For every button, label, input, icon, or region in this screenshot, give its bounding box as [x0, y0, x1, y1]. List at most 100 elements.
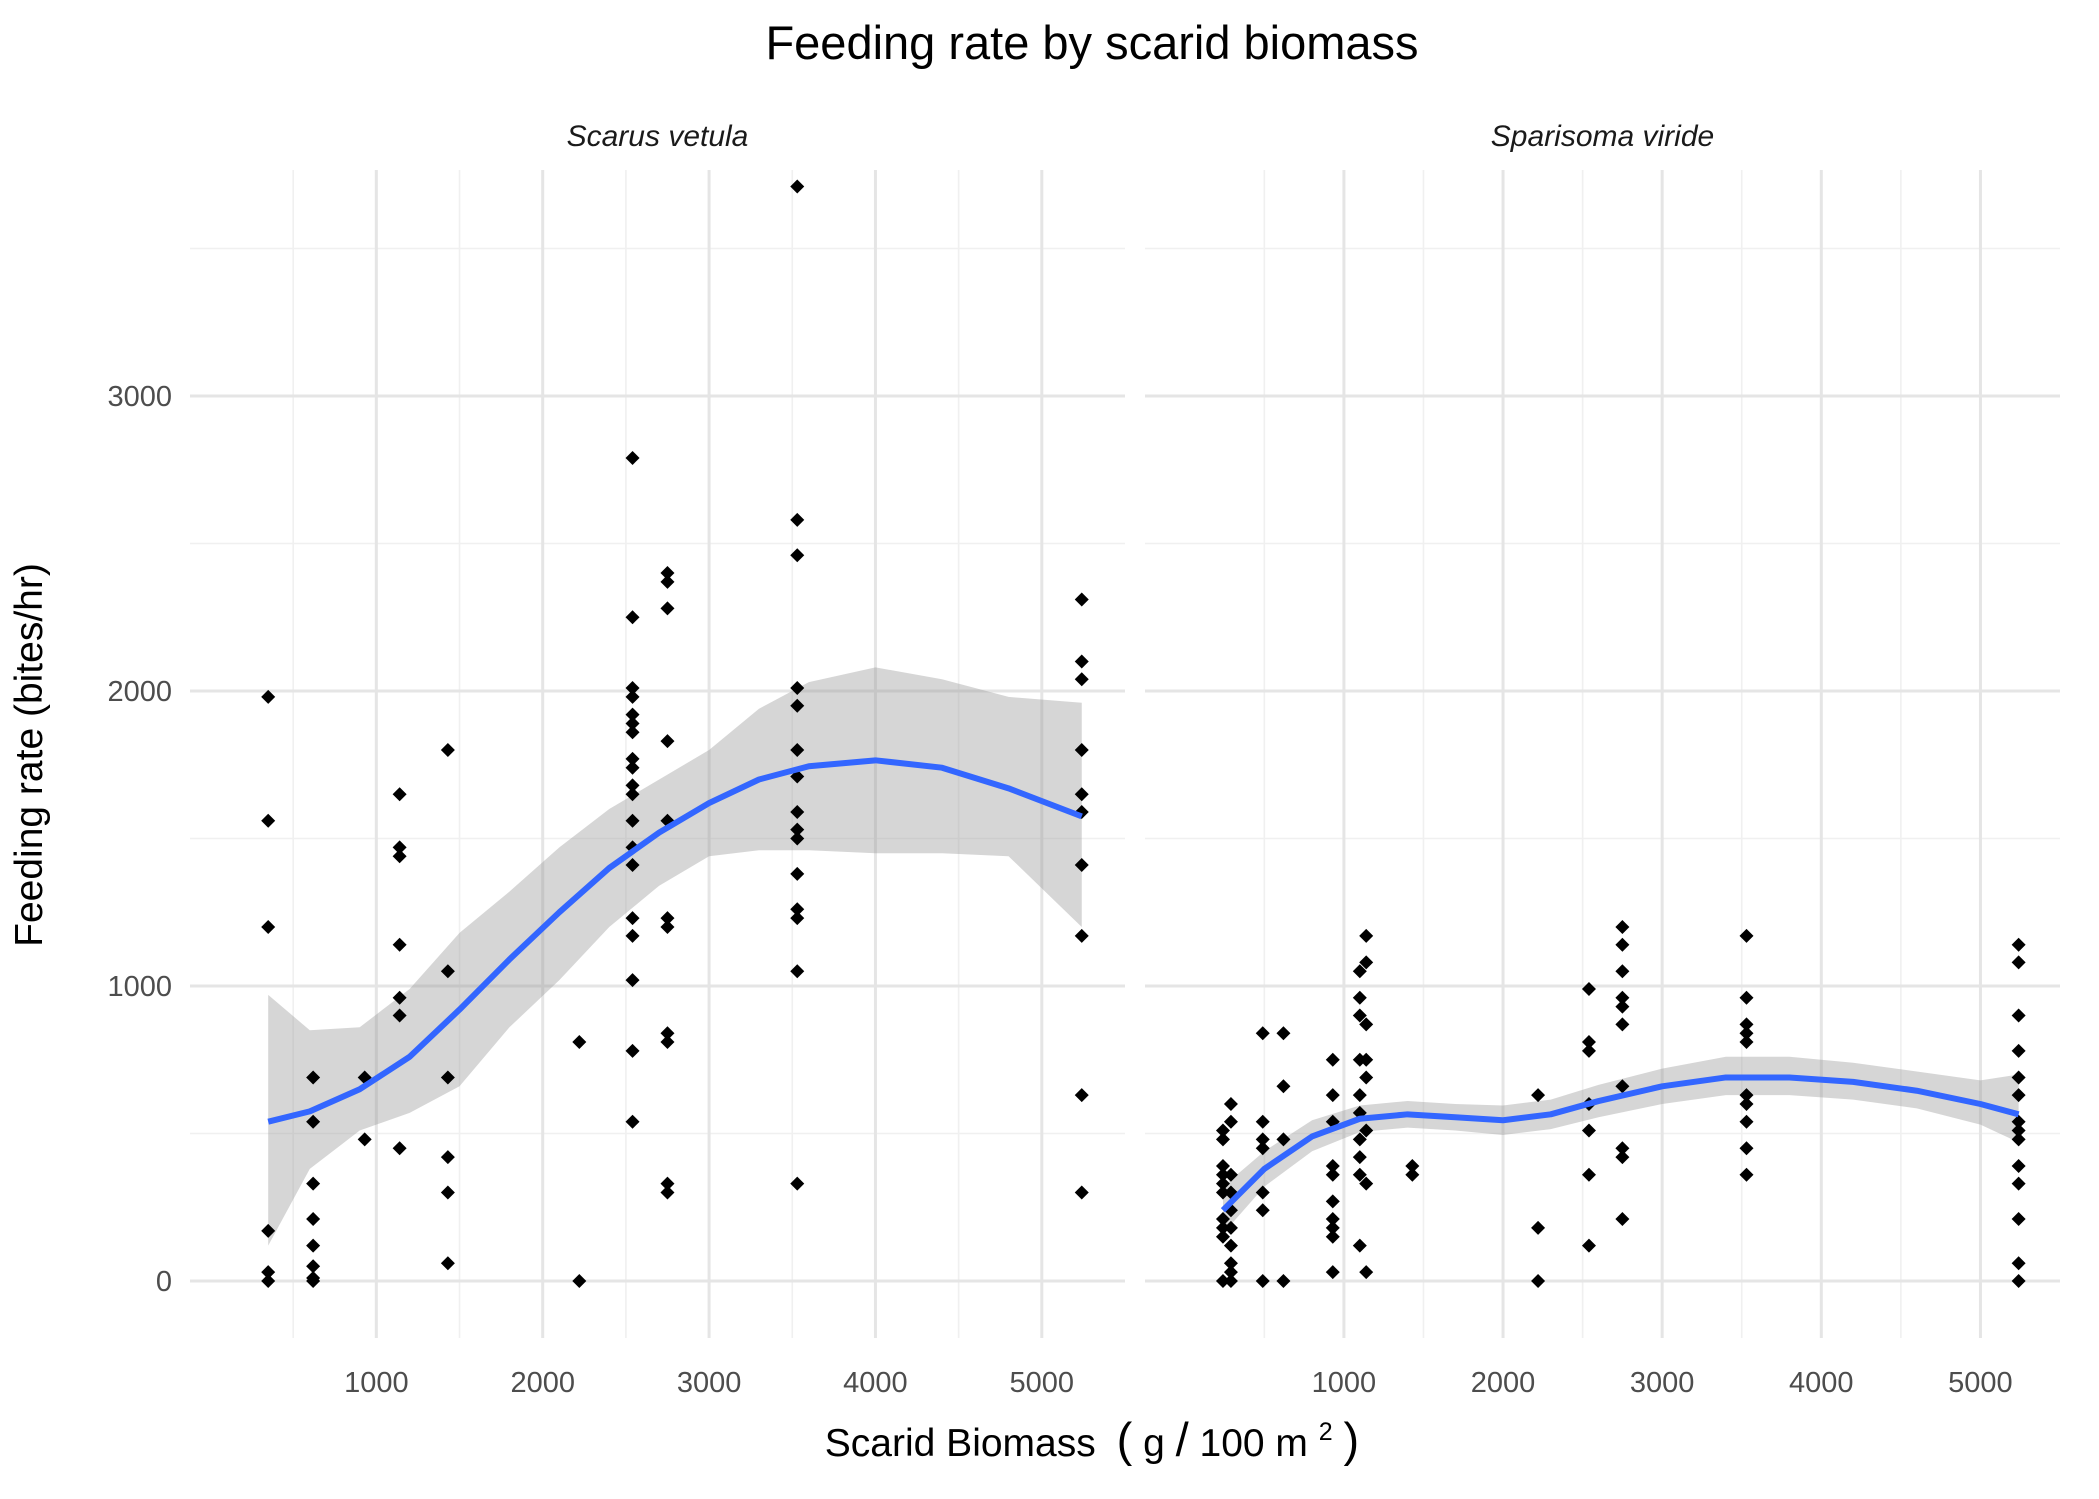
- data-point: [660, 601, 675, 616]
- x-tick-label: 1000: [344, 1367, 409, 1399]
- data-point: [790, 179, 805, 194]
- data-point: [660, 920, 675, 934]
- data-point: [1223, 1097, 1238, 1111]
- data-point: [660, 734, 675, 749]
- data-point: [660, 1185, 675, 1200]
- data-point: [1615, 999, 1630, 1014]
- data-point: [1325, 1052, 1340, 1067]
- data-point: [306, 1070, 321, 1085]
- data-point: [1255, 1026, 1270, 1041]
- data-point: [261, 813, 276, 828]
- data-point: [1223, 1238, 1238, 1253]
- data-point: [1255, 1274, 1270, 1288]
- data-point: [1276, 1132, 1291, 1147]
- data-point: [1223, 1167, 1238, 1182]
- data-point: [1215, 1220, 1230, 1235]
- data-point: [1223, 1256, 1238, 1271]
- data-point: [1223, 1114, 1238, 1129]
- data-point: [790, 911, 805, 926]
- data-point: [1255, 1114, 1270, 1129]
- x-axis-title: Scarid Biomass ( g / 100 m 2 ): [825, 1406, 1359, 1466]
- data-point: [306, 1114, 321, 1129]
- data-point: [625, 911, 640, 926]
- data-point: [790, 804, 805, 819]
- data-point: [1359, 1017, 1374, 1032]
- data-point: [1581, 1167, 1596, 1182]
- data-point: [306, 1212, 321, 1227]
- data-point: [2011, 1212, 2026, 1227]
- data-point: [790, 681, 805, 696]
- data-point: [2011, 1088, 2026, 1103]
- data-point: [625, 787, 640, 802]
- data-point: [1581, 981, 1596, 996]
- data-point: [2011, 937, 2026, 952]
- panel-sparisoma-viride: Sparisoma viride 1000 2000 3000 4000 5000: [1145, 120, 2060, 1399]
- data-point: [790, 512, 805, 527]
- smoother-line: [267, 757, 1083, 1125]
- data-point: [1739, 1017, 1754, 1032]
- data-point: [790, 1176, 805, 1191]
- data-point: [625, 751, 640, 766]
- data-point: [1223, 1274, 1238, 1288]
- data-point: [625, 760, 640, 775]
- data-point: [1739, 1088, 1754, 1103]
- data-point: [1074, 654, 1089, 669]
- data-point: [572, 1035, 587, 1050]
- data-point: [1359, 955, 1374, 970]
- points-sparisoma-viride: [1215, 920, 2026, 1288]
- data-point: [625, 858, 640, 873]
- data-point: [625, 681, 640, 696]
- data-point: [1074, 1185, 1089, 1200]
- data-point: [1739, 1141, 1754, 1156]
- data-point: [440, 1070, 455, 1085]
- x-axis-title-unit: g: [1143, 1422, 1165, 1465]
- data-point: [261, 1223, 276, 1238]
- data-point: [1074, 858, 1089, 873]
- data-point: [1581, 1035, 1596, 1050]
- data-point: [790, 902, 805, 917]
- data-point: [1739, 1114, 1754, 1129]
- data-point: [2011, 1043, 2026, 1058]
- data-point: [1325, 1229, 1340, 1244]
- y-tick-label: 0: [156, 1266, 172, 1298]
- data-point: [2011, 1132, 2026, 1147]
- data-point: [660, 1026, 675, 1041]
- data-point: [1352, 1008, 1367, 1023]
- x-tick-label: 1000: [1312, 1367, 1377, 1399]
- data-point: [1325, 1265, 1340, 1280]
- data-point: [790, 964, 805, 979]
- data-point: [1074, 928, 1089, 943]
- data-point: [1215, 1158, 1230, 1173]
- data-point: [790, 866, 805, 881]
- data-point: [1531, 1220, 1546, 1235]
- data-point: [2011, 1123, 2026, 1138]
- data-point: [2011, 1158, 2026, 1173]
- x-tick-label: 4000: [1789, 1367, 1854, 1399]
- data-point: [790, 743, 805, 757]
- data-point: [1615, 920, 1630, 934]
- data-point: [1223, 1220, 1238, 1235]
- data-point: [392, 840, 407, 855]
- data-point: [790, 822, 805, 837]
- data-point: [2011, 955, 2026, 970]
- data-point: [357, 1132, 372, 1147]
- data-point: [1276, 1026, 1291, 1041]
- data-point: [392, 937, 407, 952]
- data-point: [1352, 1167, 1367, 1182]
- facet-label-scarus-vetula: Scarus vetula: [567, 120, 749, 153]
- data-point: [392, 787, 407, 802]
- data-point: [660, 911, 675, 926]
- data-point: [1739, 990, 1754, 1005]
- data-point: [440, 1150, 455, 1165]
- data-point: [1215, 1123, 1230, 1138]
- data-point: [625, 813, 640, 828]
- data-point: [660, 566, 675, 580]
- data-point: [1405, 1167, 1420, 1182]
- data-point: [2011, 1256, 2026, 1271]
- data-point: [2011, 1176, 2026, 1191]
- confidence-band: [1222, 1056, 2019, 1234]
- x-axis-title-main: Scarid Biomass: [825, 1422, 1096, 1465]
- data-point: [790, 548, 805, 563]
- data-point: [1074, 672, 1089, 687]
